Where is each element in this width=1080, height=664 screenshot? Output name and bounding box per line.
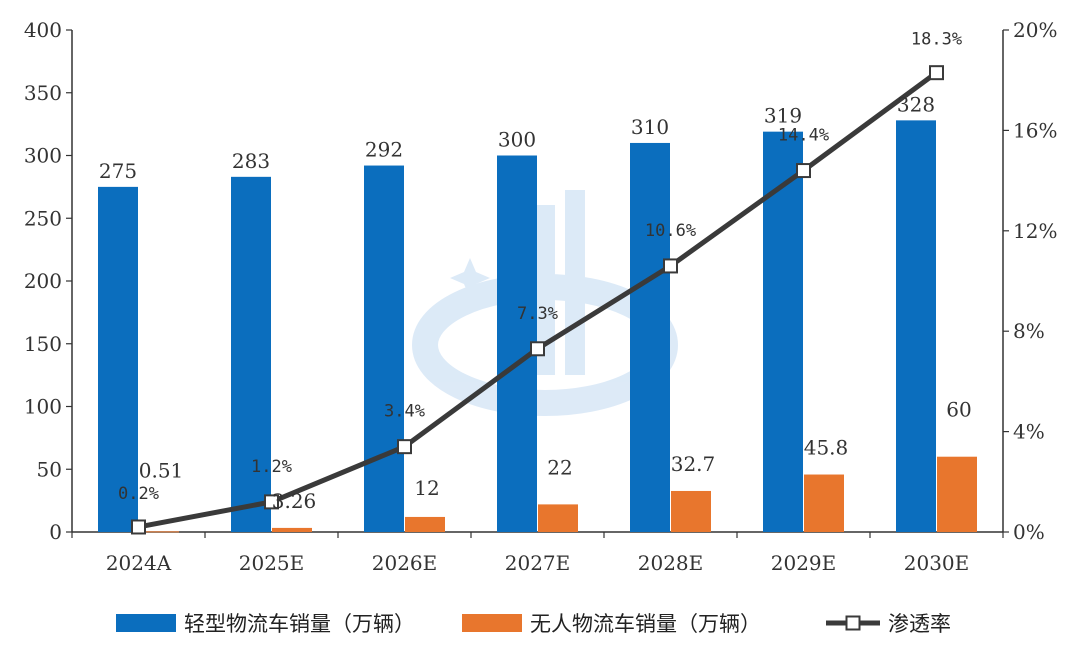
y-right-tick-label: 4% xyxy=(1013,420,1045,444)
data-label-penetration: 3.4% xyxy=(384,402,425,422)
x-tick-label: 2030E xyxy=(904,551,970,575)
y-left-tick-label: 400 xyxy=(24,18,62,42)
bar-light-logistics xyxy=(98,186,138,532)
data-label-unmanned-logistics: 12 xyxy=(414,476,439,500)
y-left-tick-label: 250 xyxy=(24,206,62,230)
x-tick-label: 2025E xyxy=(239,551,305,575)
data-label-light-logistics: 292 xyxy=(365,138,403,162)
y-right-tick-label: 16% xyxy=(1013,118,1057,142)
x-tick-label: 2027E xyxy=(505,551,571,575)
penetration-marker xyxy=(397,439,412,455)
data-label-unmanned-logistics: 0.51 xyxy=(139,458,184,482)
bar-unmanned-logistics xyxy=(139,531,179,533)
data-label-penetration: 7.3% xyxy=(517,304,558,324)
y-left-tick-label: 200 xyxy=(24,269,62,293)
data-label-light-logistics: 300 xyxy=(498,128,536,152)
y-left-tick-label: 150 xyxy=(24,332,62,356)
data-label-light-logistics: 283 xyxy=(232,149,270,173)
legend-label-unmanned-logistics: 无人物流车销量（万辆） xyxy=(530,612,761,636)
x-tick-label: 2024A xyxy=(106,551,172,575)
penetration-marker xyxy=(530,341,545,357)
legend-label-penetration: 渗透率 xyxy=(888,612,951,636)
x-tick-label: 2026E xyxy=(372,551,438,575)
watermark-logo xyxy=(412,190,678,416)
bar-light-logistics xyxy=(364,165,404,533)
data-label-penetration: 14.4% xyxy=(778,126,829,146)
y-left-tick-label: 100 xyxy=(24,395,62,419)
axes: 0 50 100 150 200 250 300 350 400 0% 4% 8% 12% 16% 20% 2… xyxy=(24,18,1058,575)
penetration-marker xyxy=(929,65,944,81)
y-left-tick-label: 0 xyxy=(49,520,62,544)
bar-light-logistics xyxy=(896,120,936,533)
bar-unmanned-logistics xyxy=(937,456,977,532)
penetration-marker xyxy=(131,519,146,535)
bars xyxy=(98,120,977,533)
bar-unmanned-logistics xyxy=(538,504,578,532)
y-right-tick-label: 0% xyxy=(1013,520,1045,544)
legend-label-light-logistics: 轻型物流车销量（万辆） xyxy=(184,612,415,636)
legend: 轻型物流车销量（万辆） 无人物流车销量（万辆） 渗透率 xyxy=(116,612,951,636)
data-label-unmanned-logistics: 22 xyxy=(547,455,572,479)
data-label-light-logistics: 319 xyxy=(764,104,802,128)
data-label-unmanned-logistics: 32.7 xyxy=(671,452,716,476)
y-left-tick-label: 50 xyxy=(37,457,62,481)
legend-marker-penetration xyxy=(845,615,861,631)
data-label-unmanned-logistics: 3.26 xyxy=(272,489,317,513)
bar-unmanned-logistics xyxy=(272,527,312,532)
bar-unmanned-logistics xyxy=(804,474,844,532)
bar-light-logistics xyxy=(630,142,670,532)
data-labels: 275 283 292 300 310 319 328 0.51 3.26 12 22 32.7 45.… xyxy=(99,30,972,513)
legend-swatch-unmanned-logistics xyxy=(462,614,522,632)
x-tick-label: 2029E xyxy=(771,551,837,575)
data-label-penetration: 1.2% xyxy=(251,457,292,477)
y-right-tick-label: 20% xyxy=(1013,18,1057,42)
data-label-light-logistics: 275 xyxy=(99,159,137,183)
bar-light-logistics xyxy=(763,131,803,532)
penetration-marker xyxy=(264,494,279,510)
data-label-penetration: 18.3% xyxy=(911,30,962,50)
bar-unmanned-logistics xyxy=(405,516,445,532)
bar-light-logistics xyxy=(231,176,271,532)
bar-unmanned-logistics xyxy=(671,490,711,532)
x-tick-label: 2028E xyxy=(638,551,704,575)
data-label-penetration: 0.2% xyxy=(118,484,159,504)
legend-swatch-light-logistics xyxy=(116,614,176,632)
data-label-unmanned-logistics: 60 xyxy=(946,398,971,422)
penetration-line-layer xyxy=(131,65,944,535)
penetration-marker xyxy=(663,258,678,274)
data-label-unmanned-logistics: 45.8 xyxy=(804,436,849,460)
y-right-tick-label: 8% xyxy=(1013,319,1045,343)
data-label-light-logistics: 328 xyxy=(897,92,935,116)
y-left-tick-label: 300 xyxy=(24,144,62,168)
y-right-tick-label: 12% xyxy=(1013,219,1057,243)
data-label-light-logistics: 310 xyxy=(631,115,669,139)
y-left-tick-label: 350 xyxy=(24,81,62,105)
data-label-penetration: 10.6% xyxy=(645,221,696,241)
penetration-marker xyxy=(796,163,811,179)
